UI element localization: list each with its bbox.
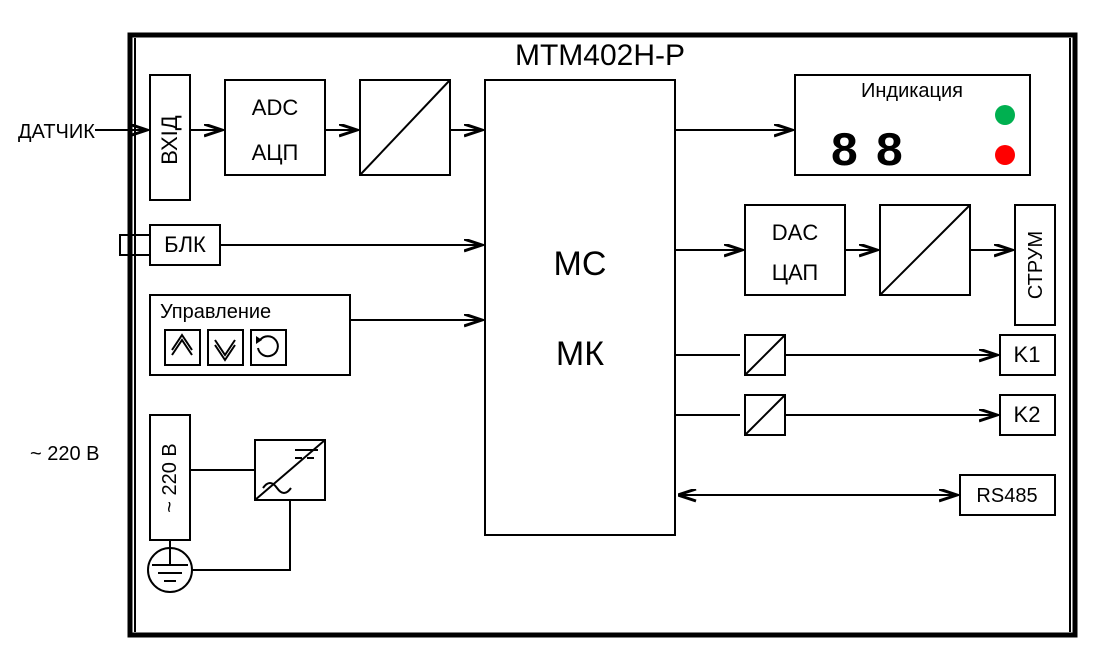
dac-label-bot: ЦАП	[772, 260, 819, 285]
sensor-label: ДАТЧИК	[18, 121, 95, 143]
acdc-block	[255, 440, 325, 500]
svg-text:Индикация: Индикация	[861, 80, 963, 102]
control-panel: Управление	[150, 295, 350, 375]
adc-label-top: ADC	[252, 95, 299, 120]
diagram-title: МТМ402Н-Р	[515, 39, 685, 72]
display-block: Индикация 8 8	[795, 75, 1030, 180]
isolator-3	[745, 335, 785, 375]
svg-text:Управление: Управление	[160, 301, 271, 323]
input-label: ВХІД	[157, 115, 182, 164]
mains-label: ~ 220 В	[30, 443, 100, 465]
dac-label-top: DAC	[772, 220, 819, 245]
isolator-2	[880, 205, 970, 295]
ctrl-btn-up	[165, 330, 200, 365]
mc-block	[485, 80, 675, 535]
mc-label-top: МС	[554, 245, 607, 283]
adc-label-bot: АЦП	[252, 140, 299, 165]
led-red	[995, 145, 1015, 165]
k1-label: K1	[1014, 342, 1041, 367]
mc-label-bot: МК	[556, 335, 604, 373]
isolator-1	[360, 80, 450, 175]
rs485-label: RS485	[976, 485, 1037, 507]
k2-label: K2	[1014, 402, 1041, 427]
blk-label: БЛК	[164, 232, 206, 257]
psu-in-label: ~ 220 В	[159, 443, 181, 513]
strum-label: СТРУМ	[1025, 231, 1047, 299]
led-green	[995, 105, 1015, 125]
isolator-4	[745, 395, 785, 435]
ctrl-btn-refresh	[251, 330, 286, 365]
svg-text:8: 8	[875, 126, 904, 180]
svg-text:8: 8	[830, 126, 859, 180]
ctrl-btn-down	[208, 330, 243, 365]
